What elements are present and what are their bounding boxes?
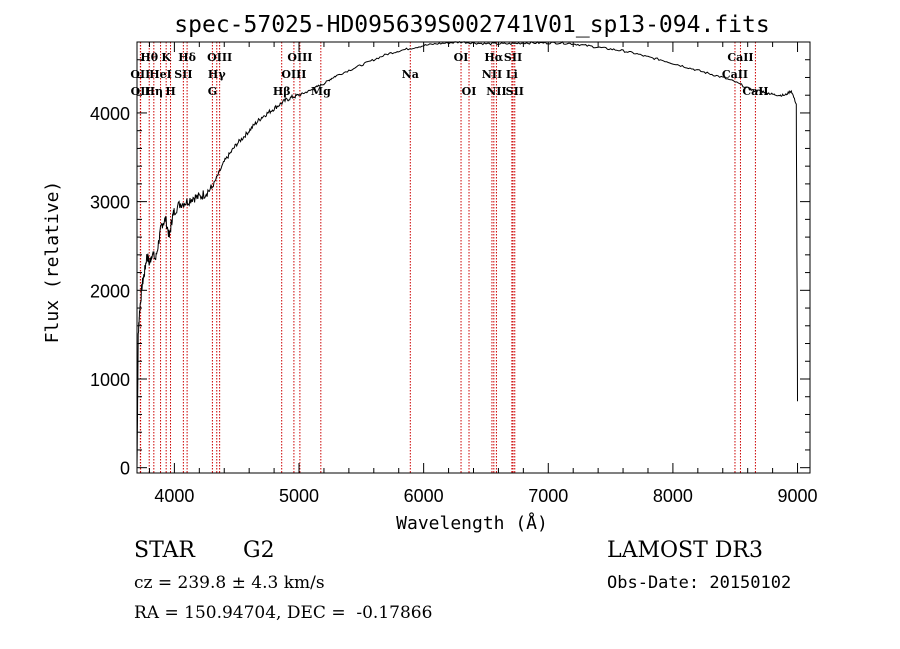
spectral-line-label: NII — [482, 68, 502, 81]
subclass: G2 — [243, 538, 275, 563]
spectral-line-label: OII — [130, 68, 150, 81]
y-tick-label: 1000 — [90, 370, 130, 390]
spectral-line-label: HeI — [149, 68, 172, 81]
spectral-line-label: Hδ — [178, 51, 196, 64]
spectral-line-label: Hθ — [140, 51, 158, 64]
spectral-line-label: Na — [402, 68, 419, 81]
spectral-line-label: Hγ — [208, 68, 226, 81]
plot-frame — [136, 41, 811, 474]
spectral-line-label: SII — [504, 51, 522, 64]
x-tick-label: 5000 — [279, 486, 319, 506]
spectral-line-label: H — [165, 85, 175, 98]
y-axis-label: Flux (relative) — [42, 181, 63, 344]
spectral-line-label: NII — [486, 85, 506, 98]
spectral-line-label: Li — [506, 68, 518, 81]
x-tick-label: 6000 — [404, 486, 444, 506]
x-tick-label: 4000 — [154, 486, 194, 506]
chart-title: spec-57025-HD095639S002741V01_sp13-094.f… — [174, 12, 769, 38]
y-tick-label: 2000 — [90, 281, 130, 301]
x-axis-ticks: 4000 5000 6000 7000 8000 9000 — [148, 42, 818, 506]
x-tick-label: 7000 — [528, 486, 568, 506]
x-tick-label: 8000 — [653, 486, 693, 506]
y-axis-ticks: 0 1000 2000 3000 4000 — [90, 59, 810, 479]
spectral-line-label: SII — [506, 85, 524, 98]
spectral-line-label: OIII — [287, 51, 312, 64]
redshift-velocity: cz = 239.8 ± 4.3 km/s — [134, 573, 325, 593]
spectral-line-label: CaII — [722, 68, 748, 81]
spectral-line-markers — [139, 42, 756, 473]
coordinates: RA = 150.94704, DEC = -0.17866 — [134, 603, 433, 623]
spectral-line-label: K — [161, 51, 171, 64]
survey-name: LAMOST DR3 — [607, 538, 763, 563]
spectral-line-label: OIII — [207, 51, 232, 64]
y-tick-label: 4000 — [90, 104, 130, 124]
spectral-line-label: OII — [131, 85, 151, 98]
observation-date: Obs-Date: 20150102 — [607, 573, 792, 593]
spectral-line-label: OI — [454, 51, 469, 64]
spectral-line-label: Hη — [145, 85, 163, 98]
spectral-line-label: OI — [462, 85, 477, 98]
spectral-line-label: CaII — [727, 51, 753, 64]
spectral-line-label: Hβ — [273, 85, 291, 98]
spectral-line-label: SII — [174, 68, 192, 81]
y-tick-label: 3000 — [90, 193, 130, 213]
spectral-line-label: OIII — [281, 68, 306, 81]
spectral-line-label: Hα — [484, 51, 503, 64]
x-axis-label: Wavelength (Å) — [396, 512, 548, 534]
x-tick-label: 9000 — [778, 486, 818, 506]
spectrum-series-line — [136, 40, 798, 468]
spectral-line-label: Mg — [311, 85, 331, 98]
object-class: STAR — [134, 538, 195, 563]
spectral-line-label: G — [208, 85, 217, 98]
y-tick-label: 0 — [120, 459, 130, 479]
